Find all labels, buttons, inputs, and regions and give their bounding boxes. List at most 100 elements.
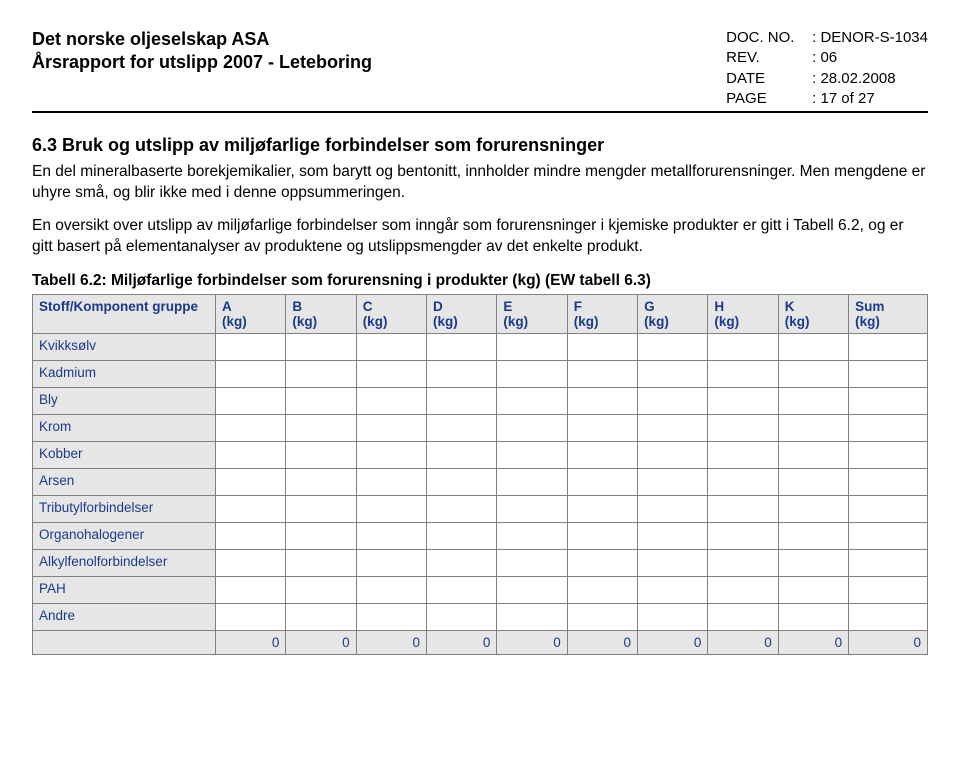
report-title: Årsrapport for utslipp 2007 - Leteboring [32, 51, 372, 74]
cell [497, 576, 567, 603]
col-header: C(kg) [356, 294, 426, 333]
cell [427, 495, 497, 522]
cell [356, 576, 426, 603]
cell [216, 549, 286, 576]
cell [286, 468, 356, 495]
cell [849, 441, 928, 468]
cell [216, 603, 286, 630]
cell [286, 333, 356, 360]
cell [708, 387, 778, 414]
col-header: D(kg) [427, 294, 497, 333]
cell [216, 333, 286, 360]
table-row: Kvikksølv [33, 333, 928, 360]
doc-no-value: : DENOR-S-1034 [812, 28, 928, 48]
cell [356, 603, 426, 630]
table-row: Arsen [33, 468, 928, 495]
cell [286, 441, 356, 468]
cell [216, 387, 286, 414]
col-header: G(kg) [638, 294, 708, 333]
cell [427, 414, 497, 441]
cell [216, 576, 286, 603]
row-label: Bly [33, 387, 216, 414]
cell [286, 576, 356, 603]
cell [638, 441, 708, 468]
totals-cell: 0 [778, 630, 848, 654]
cell [638, 522, 708, 549]
cell [567, 495, 637, 522]
row-label: PAH [33, 576, 216, 603]
cell [638, 603, 708, 630]
cell [497, 468, 567, 495]
cell [708, 495, 778, 522]
cell [849, 576, 928, 603]
cell [567, 333, 637, 360]
totals-cell: 0 [286, 630, 356, 654]
totals-cell: 0 [356, 630, 426, 654]
cell [497, 495, 567, 522]
table-row: Andre [33, 603, 928, 630]
cell [708, 468, 778, 495]
cell [849, 360, 928, 387]
totals-cell: 0 [427, 630, 497, 654]
cell [427, 441, 497, 468]
cell [427, 387, 497, 414]
cell [356, 468, 426, 495]
cell [427, 333, 497, 360]
doc-no-label: DOC. NO. [726, 28, 812, 48]
col-header: A(kg) [216, 294, 286, 333]
cell [497, 549, 567, 576]
cell [497, 360, 567, 387]
row-label: Arsen [33, 468, 216, 495]
table-row: Kadmium [33, 360, 928, 387]
cell [216, 495, 286, 522]
cell [497, 387, 567, 414]
row-label: Alkylfenolforbindelser [33, 549, 216, 576]
cell [567, 414, 637, 441]
cell [497, 333, 567, 360]
cell [638, 468, 708, 495]
cell [708, 414, 778, 441]
row-label: Andre [33, 603, 216, 630]
cell [638, 576, 708, 603]
cell [286, 549, 356, 576]
paragraph-2: En oversikt over utslipp av miljøfarlige… [32, 216, 928, 258]
cell [356, 549, 426, 576]
totals-cell: 0 [216, 630, 286, 654]
table-caption: Tabell 6.2: Miljøfarlige forbindelser so… [32, 272, 928, 290]
cell [849, 495, 928, 522]
cell [567, 522, 637, 549]
paragraph-1: En del mineralbaserte borekjemikalier, s… [32, 162, 928, 204]
cell [778, 468, 848, 495]
header-right: DOC. NO. : DENOR-S-1034 REV. : 06 DATE :… [726, 28, 928, 109]
cell [286, 522, 356, 549]
rev-label: REV. [726, 48, 812, 68]
col-header: H(kg) [708, 294, 778, 333]
col-header: K(kg) [778, 294, 848, 333]
cell [286, 387, 356, 414]
rev-value: : 06 [812, 48, 837, 68]
cell [849, 414, 928, 441]
cell [286, 495, 356, 522]
cell [567, 603, 637, 630]
row-label: Kadmium [33, 360, 216, 387]
date-value: : 28.02.2008 [812, 69, 895, 89]
cell [778, 414, 848, 441]
date-label: DATE [726, 69, 812, 89]
row-label: Kobber [33, 441, 216, 468]
col-header: F(kg) [567, 294, 637, 333]
cell [567, 360, 637, 387]
cell [567, 387, 637, 414]
cell [286, 414, 356, 441]
cell [638, 387, 708, 414]
col-header: Sum(kg) [849, 294, 928, 333]
cell [567, 576, 637, 603]
cell [849, 522, 928, 549]
cell [497, 414, 567, 441]
cell [778, 522, 848, 549]
header-left: Det norske oljeselskap ASA Årsrapport fo… [32, 28, 372, 109]
cell [497, 441, 567, 468]
cell [427, 522, 497, 549]
totals-cell: 0 [708, 630, 778, 654]
cell [567, 468, 637, 495]
table-row: Tributylforbindelser [33, 495, 928, 522]
